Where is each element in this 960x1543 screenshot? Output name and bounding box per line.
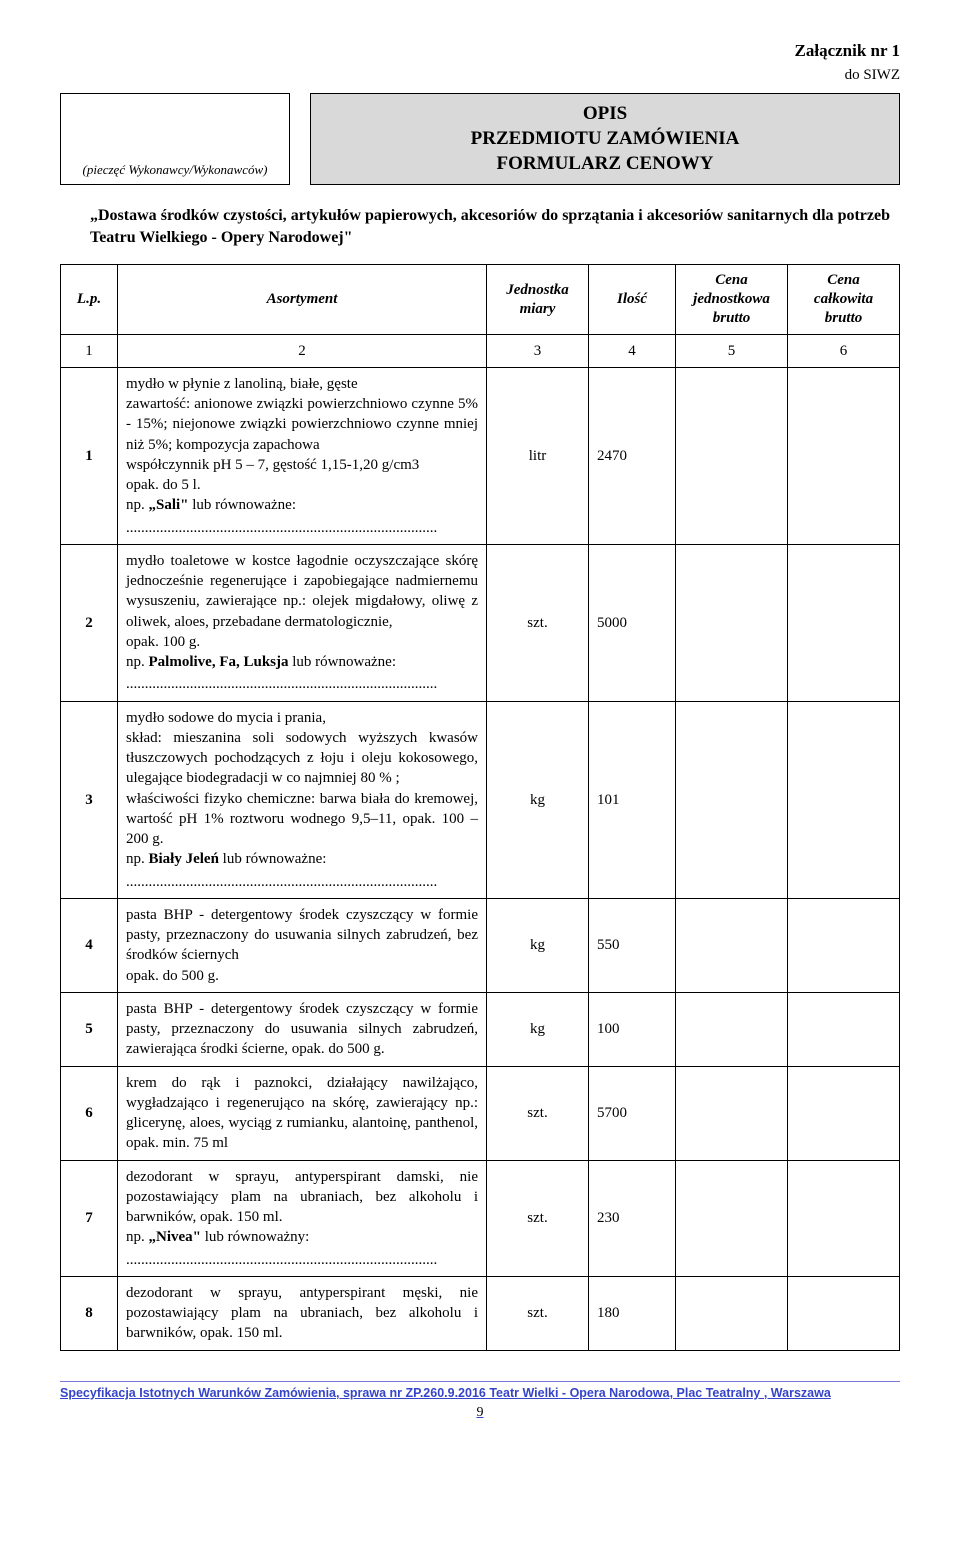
col-header-unit: Jednostka miary <box>487 265 589 334</box>
cell-price-unit[interactable] <box>676 367 788 544</box>
cell-qty: 230 <box>589 1160 676 1276</box>
cell-desc: mydło sodowe do mycia i prania,skład: mi… <box>118 701 487 898</box>
cell-price-unit[interactable] <box>676 1276 788 1350</box>
cell-price-unit[interactable] <box>676 898 788 992</box>
cell-lp: 7 <box>61 1160 118 1276</box>
stamp-caption: (pieczęć Wykonawcy/Wykonawców) <box>83 161 268 179</box>
cell-price-unit[interactable] <box>676 1066 788 1160</box>
cell-price-total[interactable] <box>788 1066 900 1160</box>
cell-price-unit[interactable] <box>676 544 788 701</box>
cell-price-unit[interactable] <box>676 992 788 1066</box>
dotline: ........................................… <box>126 1250 478 1270</box>
dotline: ........................................… <box>126 518 478 538</box>
cell-price-total[interactable] <box>788 544 900 701</box>
dotline: ........................................… <box>126 872 478 892</box>
cell-unit: szt. <box>487 1066 589 1160</box>
cell-qty: 5000 <box>589 544 676 701</box>
dotline: ........................................… <box>126 674 478 694</box>
cell-desc: mydło w płynie z lanoliną, białe, gęstez… <box>118 367 487 544</box>
cell-lp: 4 <box>61 898 118 992</box>
cell-qty: 100 <box>589 992 676 1066</box>
col-header-lp: L.p. <box>61 265 118 334</box>
cell-lp: 6 <box>61 1066 118 1160</box>
cell-price-unit[interactable] <box>676 1160 788 1276</box>
cell-unit: kg <box>487 992 589 1066</box>
cell-lp: 5 <box>61 992 118 1066</box>
cell-unit: litr <box>487 367 589 544</box>
cell-desc: krem do rąk i paznokci, działający nawil… <box>118 1066 487 1160</box>
cell-qty: 180 <box>589 1276 676 1350</box>
table-row: 1mydło w płynie z lanoliną, białe, gęste… <box>61 367 900 544</box>
attachment-title: Załącznik nr 1 <box>60 40 900 63</box>
table-row: 8dezodorant w sprayu, antyperspirant męs… <box>61 1276 900 1350</box>
cell-desc: dezodorant w sprayu, antyperspirant męsk… <box>118 1276 487 1350</box>
cell-price-total[interactable] <box>788 701 900 898</box>
cell-price-total[interactable] <box>788 367 900 544</box>
cell-desc: pasta BHP - detergentowy środek czyszczą… <box>118 992 487 1066</box>
title-box: OPIS PRZEDMIOTU ZAMÓWIENIA FORMULARZ CEN… <box>310 93 900 185</box>
header-row: (pieczęć Wykonawcy/Wykonawców) OPIS PRZE… <box>60 93 900 185</box>
cell-price-total[interactable] <box>788 1276 900 1350</box>
cell-desc: mydło toaletowe w kostce łagodnie oczysz… <box>118 544 487 701</box>
cell-unit: kg <box>487 898 589 992</box>
col-header-desc: Asortyment <box>118 265 487 334</box>
cell-unit: szt. <box>487 544 589 701</box>
table-row: 6krem do rąk i paznokci, działający nawi… <box>61 1066 900 1160</box>
cell-price-total[interactable] <box>788 898 900 992</box>
title-line-3: FORMULARZ CENOWY <box>317 152 893 177</box>
table-row: 4pasta BHP - detergentowy środek czyszcz… <box>61 898 900 992</box>
cell-price-total[interactable] <box>788 1160 900 1276</box>
attachment-subtitle: do SIWZ <box>60 65 900 85</box>
cell-price-unit[interactable] <box>676 701 788 898</box>
table-number-row: 1 2 3 4 5 6 <box>61 334 900 367</box>
cell-desc: dezodorant w sprayu, antyperspirant dams… <box>118 1160 487 1276</box>
title-line-1: OPIS <box>317 102 893 127</box>
cell-qty: 101 <box>589 701 676 898</box>
footer-text: Specyfikacja Istotnych Warunków Zamówien… <box>60 1386 831 1400</box>
page: Załącznik nr 1 do SIWZ (pieczęć Wykonawc… <box>0 0 960 1452</box>
col-header-pricetotal: Cena całkowita brutto <box>788 265 900 334</box>
cell-unit: kg <box>487 701 589 898</box>
cell-unit: szt. <box>487 1160 589 1276</box>
cell-qty: 5700 <box>589 1066 676 1160</box>
numcol-1: 1 <box>61 334 118 367</box>
cell-price-total[interactable] <box>788 992 900 1066</box>
price-table: L.p. Asortyment Jednostka miary Ilość Ce… <box>60 264 900 1350</box>
table-row: 3mydło sodowe do mycia i prania,skład: m… <box>61 701 900 898</box>
cell-lp: 3 <box>61 701 118 898</box>
footer: Specyfikacja Istotnych Warunków Zamówien… <box>60 1381 900 1423</box>
table-row: 2mydło toaletowe w kostce łagodnie oczys… <box>61 544 900 701</box>
cell-desc: pasta BHP - detergentowy środek czyszczą… <box>118 898 487 992</box>
table-body: 1mydło w płynie z lanoliną, białe, gęste… <box>61 367 900 1350</box>
cell-lp: 2 <box>61 544 118 701</box>
table-row: 5pasta BHP - detergentowy środek czyszcz… <box>61 992 900 1066</box>
stamp-box: (pieczęć Wykonawcy/Wykonawców) <box>60 93 290 185</box>
numcol-6: 6 <box>788 334 900 367</box>
table-row: 7dezodorant w sprayu, antyperspirant dam… <box>61 1160 900 1276</box>
intro-text: „Dostawa środków czystości, artykułów pa… <box>90 205 890 248</box>
table-header-row: L.p. Asortyment Jednostka miary Ilość Ce… <box>61 265 900 334</box>
numcol-3: 3 <box>487 334 589 367</box>
numcol-2: 2 <box>118 334 487 367</box>
numcol-4: 4 <box>589 334 676 367</box>
col-header-qty: Ilość <box>589 265 676 334</box>
cell-qty: 2470 <box>589 367 676 544</box>
numcol-5: 5 <box>676 334 788 367</box>
title-line-2: PRZEDMIOTU ZAMÓWIENIA <box>317 127 893 152</box>
cell-unit: szt. <box>487 1276 589 1350</box>
cell-lp: 8 <box>61 1276 118 1350</box>
page-number: 9 <box>60 1404 900 1423</box>
cell-lp: 1 <box>61 367 118 544</box>
cell-qty: 550 <box>589 898 676 992</box>
col-header-priceunit: Cena jednostkowa brutto <box>676 265 788 334</box>
